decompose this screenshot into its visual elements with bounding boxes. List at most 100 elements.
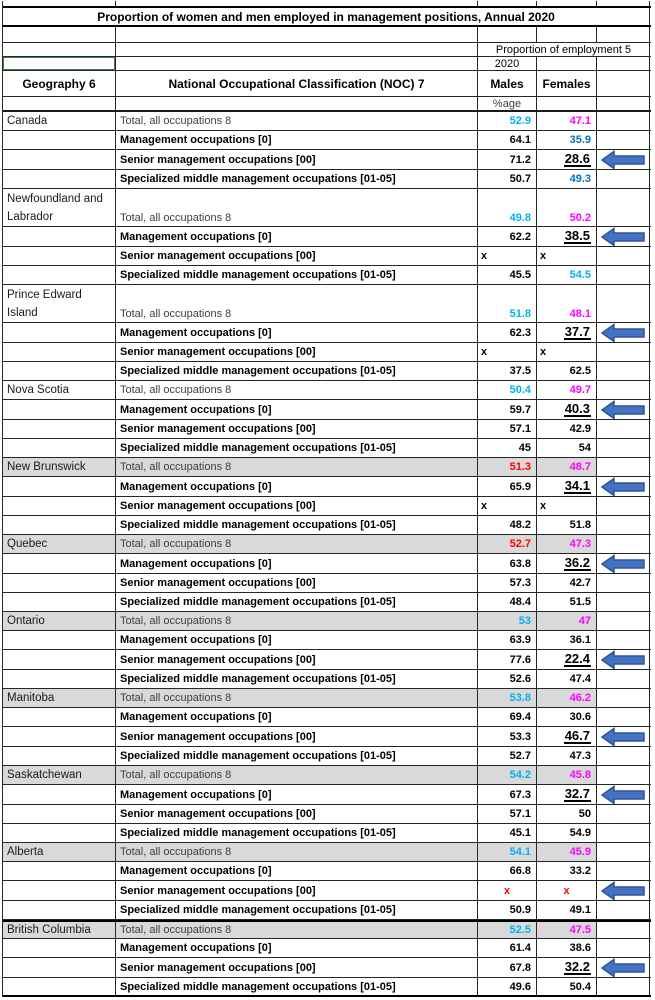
noc-cell[interactable]: Total, all occupations 8 [116,612,478,630]
geography-cell[interactable] [3,824,116,842]
females-value-cell[interactable]: 50.2 [537,189,597,226]
arrow-cell[interactable] [597,497,650,515]
noc-cell[interactable]: Management occupations [0] [116,708,478,726]
geography-cell[interactable]: Nova Scotia [3,381,116,399]
males-value-cell[interactable]: 52.7 [478,535,537,553]
highlight-arrow-icon[interactable] [601,400,645,419]
spreadsheet-cell[interactable] [537,1,597,6]
arrow-cell[interactable] [597,958,650,977]
females-value-cell[interactable]: 47.5 [537,922,597,938]
noc-cell[interactable]: Management occupations [0] [116,323,478,342]
males-value-cell[interactable]: 64.1 [478,131,537,149]
geography-cell[interactable] [3,266,116,284]
males-value-cell[interactable]: 50.4 [478,381,537,399]
males-header-cell[interactable]: Males [478,71,537,96]
females-value-cell[interactable]: 50.4 [537,978,597,995]
arrow-cell[interactable] [597,612,650,630]
females-value-cell[interactable]: x [537,343,597,361]
males-value-cell[interactable]: 57.1 [478,805,537,823]
noc-cell[interactable]: Total, all occupations 8 [116,922,478,938]
highlight-arrow-icon[interactable] [601,150,645,169]
males-value-cell[interactable]: 37.5 [478,362,537,380]
geography-cell[interactable]: Prince Edward Island [3,285,116,322]
arrow-cell[interactable] [597,939,650,957]
females-value-cell[interactable]: 47.3 [537,747,597,765]
arrow-cell[interactable] [597,881,650,900]
males-value-cell[interactable]: 62.2 [478,227,537,246]
females-value-cell[interactable]: 32.2 [537,958,597,977]
noc-cell[interactable]: Total, all occupations 8 [116,535,478,553]
males-value-cell[interactable]: 51.3 [478,458,537,476]
geography-cell[interactable] [3,939,116,957]
females-value-cell[interactable]: 40.3 [537,400,597,419]
noc-cell[interactable]: Specialized middle management occupation… [116,978,478,995]
noc-cell[interactable]: Senior management occupations [00] [116,420,478,438]
noc-cell[interactable]: Total, all occupations 8 [116,285,478,322]
noc-cell[interactable]: Management occupations [0] [116,227,478,246]
noc-cell[interactable]: Senior management occupations [00] [116,650,478,669]
arrow-cell[interactable] [597,516,650,534]
arrow-cell[interactable] [597,362,650,380]
arrow-cell[interactable] [597,862,650,880]
noc-cell[interactable]: Specialized middle management occupation… [116,670,478,688]
geography-cell[interactable]: Ontario [3,612,116,630]
males-value-cell[interactable]: 57.1 [478,420,537,438]
noc-cell[interactable]: Specialized middle management occupation… [116,593,478,611]
geography-cell[interactable]: Alberta [3,843,116,861]
arrow-cell[interactable] [597,150,650,169]
males-value-cell[interactable]: 57.3 [478,574,537,592]
males-value-cell[interactable]: 52.5 [478,922,537,938]
unit-cell[interactable]: %age [478,97,537,110]
spreadsheet-cell[interactable] [597,27,650,42]
noc-cell[interactable]: Management occupations [0] [116,939,478,957]
arrow-cell[interactable] [597,247,650,265]
males-value-cell[interactable]: 45.5 [478,266,537,284]
noc-cell[interactable]: Senior management occupations [00] [116,497,478,515]
arrow-cell[interactable] [597,708,650,726]
noc-header-cell[interactable]: National Occupational Classification (NO… [116,71,478,96]
noc-cell[interactable]: Specialized middle management occupation… [116,170,478,188]
males-value-cell[interactable]: x [478,247,537,265]
geography-cell[interactable] [3,323,116,342]
males-value-cell[interactable]: x [478,343,537,361]
arrow-cell[interactable] [597,922,650,938]
geography-cell[interactable] [3,247,116,265]
females-value-cell[interactable]: x [537,881,597,900]
spreadsheet-cell[interactable] [597,57,650,70]
noc-cell[interactable]: Total, all occupations 8 [116,458,478,476]
arrow-cell[interactable] [597,477,650,496]
geography-cell[interactable] [3,227,116,246]
noc-cell[interactable]: Management occupations [0] [116,131,478,149]
males-value-cell[interactable]: 63.9 [478,631,537,649]
females-value-cell[interactable]: 42.9 [537,420,597,438]
females-value-cell[interactable]: 62.5 [537,362,597,380]
males-value-cell[interactable]: 63.8 [478,554,537,573]
year-cell[interactable]: 2020 [478,57,537,70]
females-value-cell[interactable]: 49.3 [537,170,597,188]
arrow-cell[interactable] [597,747,650,765]
spreadsheet-cell[interactable] [3,27,116,42]
geography-cell[interactable] [3,574,116,592]
geography-cell[interactable] [3,978,116,995]
geography-cell[interactable] [3,554,116,573]
arrow-cell[interactable] [597,285,650,322]
arrow-cell[interactable] [597,727,650,746]
females-value-cell[interactable]: 38.5 [537,227,597,246]
spreadsheet-cell[interactable] [537,57,597,70]
females-value-cell[interactable]: 35.9 [537,131,597,149]
noc-cell[interactable]: Senior management occupations [00] [116,574,478,592]
females-value-cell[interactable]: 47.4 [537,670,597,688]
geography-cell[interactable] [3,785,116,804]
noc-cell[interactable]: Management occupations [0] [116,631,478,649]
females-value-cell[interactable]: 47.3 [537,535,597,553]
noc-cell[interactable]: Specialized middle management occupation… [116,516,478,534]
geography-cell[interactable] [3,170,116,188]
males-value-cell[interactable]: 71.2 [478,150,537,169]
highlight-arrow-icon[interactable] [601,554,645,573]
females-value-cell[interactable]: 48.1 [537,285,597,322]
geography-cell[interactable] [3,708,116,726]
females-value-cell[interactable]: 54.9 [537,824,597,842]
arrow-cell[interactable] [597,650,650,669]
females-value-cell[interactable]: 48.7 [537,458,597,476]
males-value-cell[interactable]: 65.9 [478,477,537,496]
